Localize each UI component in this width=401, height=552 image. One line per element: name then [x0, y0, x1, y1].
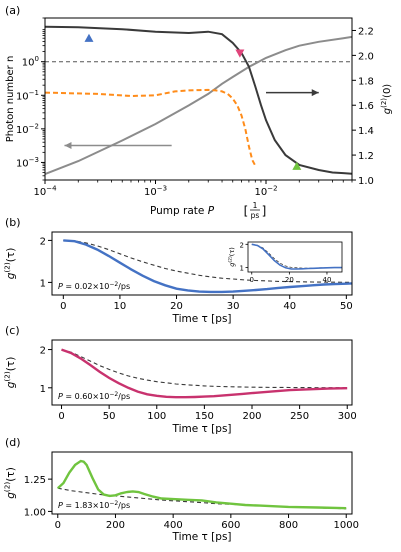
- panel-a-marker-2: [235, 49, 245, 58]
- panel-b-xtick-label-2: 20: [170, 301, 183, 312]
- panel-a-xlabel-unit-den: ps: [251, 211, 260, 220]
- panel-c-xtick-label-5: 250: [290, 411, 309, 422]
- panel-b-inset-background: [248, 242, 342, 272]
- panel-a-arrow-1-head: [64, 141, 72, 149]
- panel-a-rtick-label-0: 1.0: [358, 176, 374, 187]
- panel-a-ytick-label-0: 10−3: [16, 156, 39, 170]
- panel-a-dashed-photon-curve: [45, 88, 257, 167]
- panel-a-ytick-label-1: 10−2: [16, 122, 39, 136]
- panel-d-xlabel: Time τ [ps]: [171, 531, 231, 543]
- panel-c-label: (c): [5, 324, 20, 337]
- panel-c-ytick-label-0: 1: [40, 384, 46, 395]
- panel-d: (d) 0 200 400 600 800 1000 1.00 1.25 Time τ [ps] g…: [3, 436, 359, 543]
- panel-b-inset-ylabel: g(2)(τ): [227, 247, 236, 267]
- panel-a-rtick-label-1: 1.2: [358, 151, 374, 162]
- panel-a-rtick-label-4: 1.8: [358, 76, 374, 87]
- panel-a-xtick-label-1: 10−3: [144, 185, 167, 199]
- panel-b-inset-dashed-curve: [251, 243, 342, 269]
- panel-b-inset-xtick-label-0: 0: [250, 276, 254, 284]
- panel-b-inset-solid-curve: [251, 243, 342, 270]
- panel-b-xtick-label-3: 30: [227, 301, 240, 312]
- panel-b-ytick-label-1: 2: [40, 236, 46, 247]
- panel-c-xtick-label-0: 0: [58, 411, 64, 422]
- panel-c-ylabel: g(2)(τ): [3, 357, 17, 389]
- panel-d-xtick-label-4: 800: [279, 520, 298, 531]
- panel-c-xtick-label-6: 300: [338, 411, 357, 422]
- panel-d-ylabel: g(2)(τ): [3, 467, 17, 499]
- panel-a-photon-number-curve: [45, 35, 352, 176]
- panel-b-ytick-label-0: 1: [40, 278, 46, 289]
- panel-a-rtick-label-5: 2.0: [358, 51, 374, 62]
- panel-b-xlabel: Time τ [ps]: [171, 313, 231, 325]
- panel-b-solid-curve: [63, 239, 352, 294]
- panel-a-xlabel-bracket-close: ]: [262, 204, 267, 218]
- panel-a-marker-3: [292, 161, 302, 170]
- panel-d-frame: [51, 451, 353, 515]
- panel-b-inset-xtick-label-2: 40: [322, 276, 331, 284]
- panel-a-xlabel-unit-num: 1: [253, 201, 258, 210]
- panel-b-inset: 0 20 40 1 2 g(2)(τ): [227, 241, 343, 284]
- panel-c: (c) 0 50 100 150 200 250 300 1 2 Time τ [ps] g(2)(τ…: [3, 324, 357, 435]
- panel-b-frame: [51, 231, 353, 296]
- panel-c-dashed-curve: [61, 349, 348, 389]
- panel-a-label: (a): [5, 4, 20, 17]
- panel-d-label: (d): [5, 436, 21, 449]
- panel-b-dashed-curve: [63, 239, 352, 283]
- panel-a-rtick-label-3: 1.6: [358, 101, 374, 112]
- panel-b-xtick-label-5: 50: [340, 301, 353, 312]
- panel-a-ytick-label-2: 10−1: [16, 89, 39, 103]
- panel-d-xtick-label-2: 400: [164, 520, 183, 531]
- panel-a-arrow-2-head: [311, 89, 319, 97]
- panel-d-solid-curve: [56, 459, 347, 510]
- panel-a-ylabel-left: Photon number n: [5, 56, 16, 143]
- panel-d-xtick-label-0: 0: [55, 520, 61, 531]
- panel-a: (a) 10−4 10−3 10−2 10−3 10−2 10−1 100 1.0 1.2 1.4 1…: [5, 4, 393, 220]
- panel-b-annotation: P = 0.02×10−2/ps: [58, 281, 130, 291]
- panel-a-xtick-label-2: 10−2: [254, 185, 277, 199]
- panel-d-xtick-label-5: 1000: [334, 520, 359, 531]
- panel-b-inset-frame: [247, 241, 343, 273]
- panel-a-ytick-label-3: 100: [22, 55, 39, 69]
- panel-d-ytick-label-0: 1.00: [24, 507, 46, 518]
- panel-d-annotation: P = 1.83×10−2/ps: [58, 500, 130, 510]
- panel-b-xtick-label-0: 0: [60, 301, 66, 312]
- panel-c-solid-curve: [61, 348, 348, 399]
- panel-a-rtick-label-6: 2.2: [358, 26, 374, 37]
- panel-c-xtick-label-3: 150: [195, 411, 214, 422]
- panel-b-ylabel: g(2)(τ): [3, 248, 17, 280]
- panel-b-inset-ytick-label-0: 1: [240, 264, 244, 272]
- panel-c-xtick-label-2: 100: [147, 411, 166, 422]
- panel-b-label: (b): [5, 216, 21, 229]
- panel-a-ylabel-right: g(2)(0): [380, 84, 393, 115]
- panel-c-annotation: P = 0.60×10−2/ps: [58, 391, 130, 401]
- panel-a-frame: [44, 17, 353, 181]
- panel-a-xlabel: Pump rate P: [150, 205, 215, 217]
- panel-c-frame: [51, 339, 353, 406]
- panel-a-g2-curve: [45, 25, 352, 175]
- panel-c-xtick-label-4: 200: [242, 411, 261, 422]
- panel-d-xtick-label-1: 200: [106, 520, 125, 531]
- panel-a-marker-1: [84, 33, 94, 42]
- panel-b-inset-xtick-label-1: 20: [285, 276, 294, 284]
- panel-c-xtick-label-1: 50: [103, 411, 116, 422]
- panel-b-xtick-label-4: 40: [283, 301, 296, 312]
- panel-a-rtick-label-2: 1.4: [358, 126, 374, 137]
- panel-b-inset-ytick-label-1: 2: [240, 241, 244, 249]
- panel-b-xtick-label-1: 10: [114, 301, 127, 312]
- panel-a-xtick-label-0: 10−4: [33, 185, 57, 199]
- panel-a-xlabel-bracket-open: [: [244, 204, 249, 218]
- panel-c-ytick-label-1: 2: [40, 346, 46, 357]
- panel-d-ytick-label-1: 1.25: [24, 475, 46, 486]
- panel-d-xtick-label-3: 600: [221, 520, 240, 531]
- panel-c-xlabel: Time τ [ps]: [171, 423, 231, 435]
